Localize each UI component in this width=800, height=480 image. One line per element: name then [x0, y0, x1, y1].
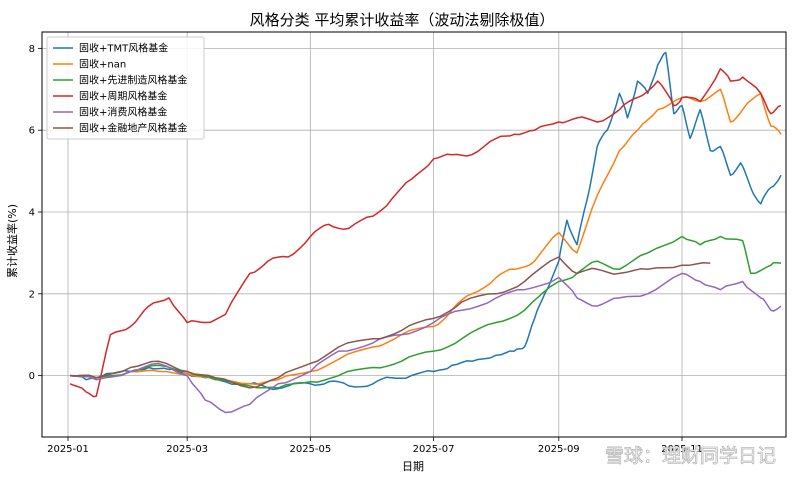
y-tick-label: 8: [29, 44, 35, 55]
legend-entry: 固收+周期风格基金: [79, 90, 167, 103]
series-line: [69, 272, 782, 414]
y-tick-label: 2: [29, 289, 35, 300]
legend-box: [46, 36, 205, 140]
series-line: [69, 51, 782, 391]
x-tick-label: 2025-03: [166, 444, 208, 455]
legend-entry: 固收+nan: [79, 58, 126, 71]
series-line: [69, 68, 782, 398]
legend-entry: 固收+金融地产风格基金: [79, 122, 187, 135]
legend-entry: 固收+TMT风格基金: [79, 42, 168, 55]
x-tick-label: 2025-01: [47, 444, 89, 455]
series-line: [69, 235, 782, 389]
x-tick-label: 2025-09: [538, 444, 580, 455]
y-tick-label: 4: [29, 208, 35, 219]
watermark-text: 雪球：理财同学日记: [605, 445, 776, 467]
chart-title: 风格分类 平均累计收益率（波动法剔除极值）: [250, 11, 555, 29]
axis-ticks: 2025-01 2025-03 2025-05 2025-07 2025-09 2025-…: [29, 44, 703, 455]
series-lines: [69, 51, 782, 414]
y-tick-label: 6: [29, 126, 35, 137]
series-line: [69, 256, 711, 389]
legend-entry: 固收+先进制造风格基金: [79, 74, 187, 87]
plot-frame: [41, 31, 787, 438]
y-axis-label: 累计收益率(%): [5, 204, 19, 278]
x-axis-label: 日期: [402, 460, 424, 473]
y-tick-label: 0: [29, 371, 35, 382]
x-tick-label: 2025-07: [413, 444, 455, 455]
x-tick-label: 2025-11: [661, 444, 703, 455]
x-tick-label: 2025-05: [289, 444, 331, 455]
legend-entry: 固收+消费风格基金: [79, 106, 167, 119]
